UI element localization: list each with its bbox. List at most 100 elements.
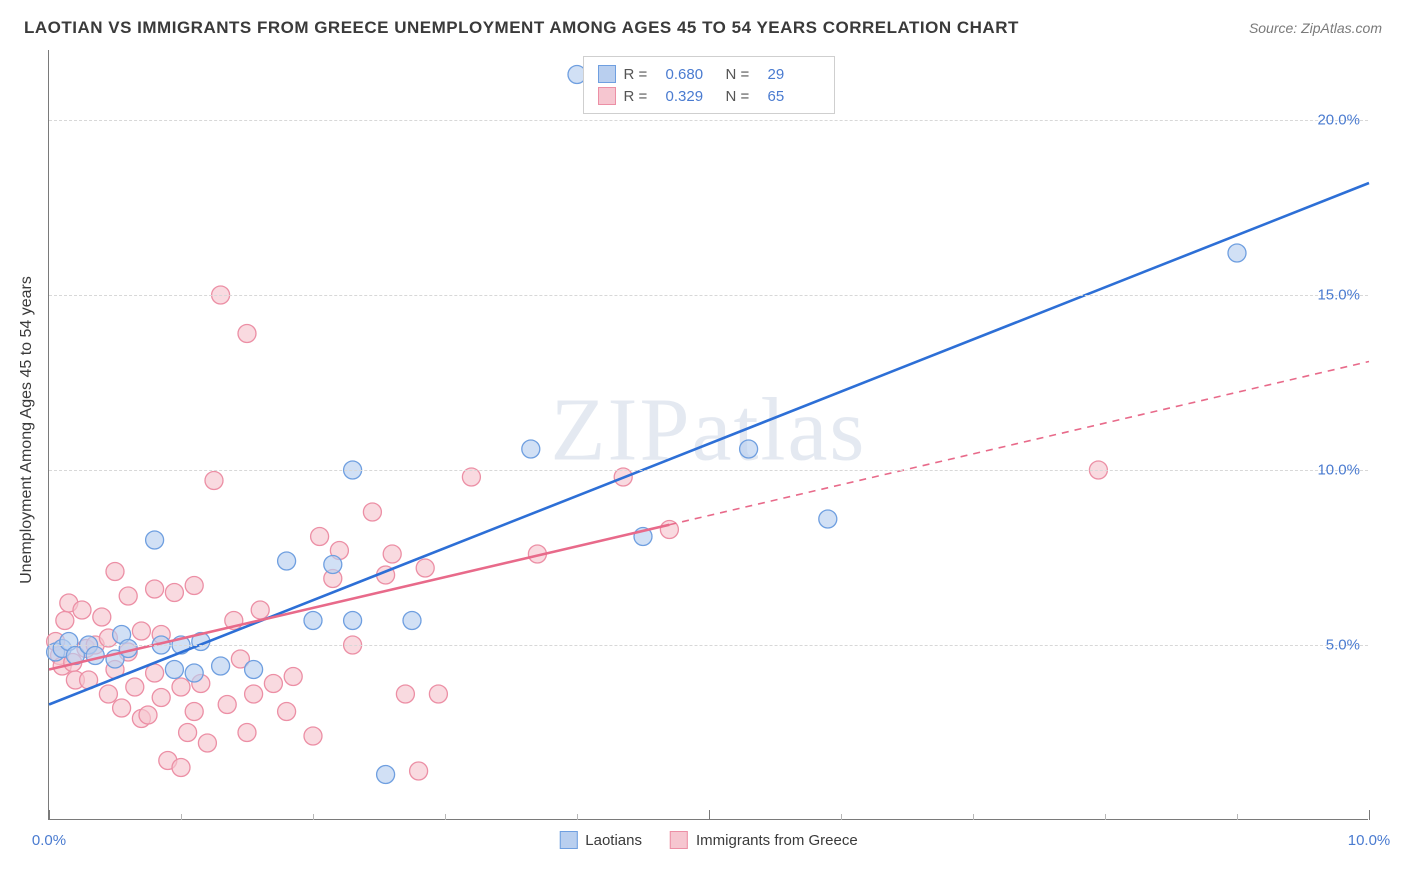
scatter-point (165, 584, 183, 602)
scatter-point (185, 703, 203, 721)
scatter-point (740, 440, 758, 458)
scatter-point (165, 661, 183, 679)
scatter-point (172, 759, 190, 777)
scatter-point (238, 325, 256, 343)
legend-r-label: R = (624, 66, 658, 83)
scatter-point (363, 503, 381, 521)
legend-n-label: N = (726, 88, 760, 105)
scatter-point (185, 577, 203, 595)
scatter-point (403, 612, 421, 630)
scatter-point (377, 766, 395, 784)
scatter-point (113, 699, 131, 717)
scatter-point (304, 727, 322, 745)
legend-row: R = 0.680 N = 29 (598, 63, 820, 85)
scatter-point (324, 556, 342, 574)
scatter-point (146, 531, 164, 549)
x-tick-minor (1105, 814, 1106, 820)
scatter-point (106, 563, 124, 581)
scatter-point (416, 559, 434, 577)
legend-swatch (559, 831, 577, 849)
scatter-point (251, 601, 269, 619)
x-tick-major (1369, 810, 1370, 820)
legend-r-label: R = (624, 88, 658, 105)
legend-series: Laotians Immigrants from Greece (559, 831, 857, 849)
scatter-point (245, 661, 263, 679)
y-axis-label: Unemployment Among Ages 45 to 54 years (18, 276, 36, 584)
legend-series-name: Immigrants from Greece (696, 832, 858, 849)
legend-n-label: N = (726, 66, 760, 83)
scatter-point (245, 685, 263, 703)
scatter-point (238, 724, 256, 742)
scatter-point (264, 675, 282, 693)
scatter-point (126, 678, 144, 696)
scatter-point (73, 601, 91, 619)
gridline (49, 120, 1368, 121)
scatter-point (311, 528, 329, 546)
gridline (49, 645, 1368, 646)
x-tick-minor (313, 814, 314, 820)
x-tick-label: 0.0% (32, 832, 66, 849)
scatter-point (132, 622, 150, 640)
y-tick-label: 15.0% (1317, 287, 1360, 304)
scatter-point (212, 657, 230, 675)
chart-canvas (49, 50, 1368, 819)
legend-swatch (598, 87, 616, 105)
legend-swatch (670, 831, 688, 849)
scatter-point (278, 703, 296, 721)
trend-line (49, 183, 1369, 705)
y-tick-label: 5.0% (1326, 637, 1360, 654)
scatter-point (93, 608, 111, 626)
scatter-point (139, 706, 157, 724)
scatter-point (56, 612, 74, 630)
scatter-point (119, 587, 137, 605)
scatter-point (198, 734, 216, 752)
source-attribution: Source: ZipAtlas.com (1249, 20, 1382, 36)
legend-r-value: 0.329 (666, 88, 718, 105)
scatter-point (146, 664, 164, 682)
scatter-point (522, 440, 540, 458)
legend-row: R = 0.329 N = 65 (598, 85, 820, 107)
trend-line-extrapolated (669, 362, 1369, 525)
x-tick-label: 10.0% (1348, 832, 1391, 849)
legend-r-value: 0.680 (666, 66, 718, 83)
x-tick-major (709, 810, 710, 820)
scatter-point (86, 647, 104, 665)
x-tick-minor (445, 814, 446, 820)
x-tick-major (49, 810, 50, 820)
scatter-point (383, 545, 401, 563)
scatter-point (218, 696, 236, 714)
legend-n-value: 29 (768, 66, 820, 83)
x-tick-minor (181, 814, 182, 820)
plot-area: ZIPatlas R =0.680N =29R =0.329N =65 Laot… (48, 50, 1368, 820)
legend-correlation: R = 0.680 N = 29 R = 0.329 N = 65 (583, 56, 835, 114)
scatter-point (205, 472, 223, 490)
scatter-point (152, 689, 170, 707)
gridline (49, 470, 1368, 471)
x-tick-minor (973, 814, 974, 820)
scatter-point (146, 580, 164, 598)
scatter-point (278, 552, 296, 570)
scatter-point (410, 762, 428, 780)
chart-title: LAOTIAN VS IMMIGRANTS FROM GREECE UNEMPL… (24, 18, 1019, 38)
scatter-point (429, 685, 447, 703)
legend-n-value: 65 (768, 88, 820, 105)
scatter-point (344, 612, 362, 630)
legend-series-item: Immigrants from Greece (670, 831, 858, 849)
y-tick-label: 20.0% (1317, 112, 1360, 129)
legend-series-name: Laotians (585, 832, 642, 849)
scatter-point (172, 678, 190, 696)
gridline (49, 295, 1368, 296)
scatter-point (185, 664, 203, 682)
x-tick-minor (1237, 814, 1238, 820)
x-tick-minor (841, 814, 842, 820)
scatter-point (99, 685, 117, 703)
scatter-point (396, 685, 414, 703)
legend-series-item: Laotians (559, 831, 642, 849)
y-tick-label: 10.0% (1317, 462, 1360, 479)
scatter-point (179, 724, 197, 742)
scatter-point (284, 668, 302, 686)
x-tick-minor (577, 814, 578, 820)
scatter-point (819, 510, 837, 528)
scatter-point (304, 612, 322, 630)
scatter-point (1228, 244, 1246, 262)
